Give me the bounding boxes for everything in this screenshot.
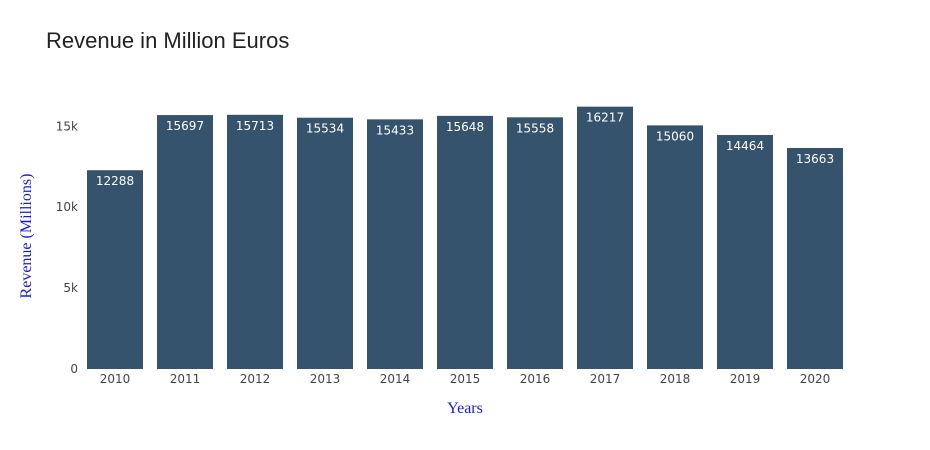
bar-value-label-2013: 15534: [306, 122, 344, 136]
bar-2020: [787, 147, 843, 369]
x-tick-label-2018: 2018: [660, 372, 691, 386]
y-tick-label-5k: 5k: [63, 281, 78, 295]
x-tick-label-2016: 2016: [520, 372, 551, 386]
chart-title: Revenue in Million Euros: [46, 28, 290, 53]
x-tick-label-2020: 2020: [800, 372, 831, 386]
x-tick-label-2014: 2014: [380, 372, 411, 386]
bar-value-label-2018: 15060: [656, 129, 694, 143]
bar-value-label-2012: 15713: [236, 119, 274, 133]
bar-value-label-2017: 16217: [586, 111, 624, 125]
x-tick-label-2010: 2010: [100, 372, 131, 386]
y-tick-label-15k: 15k: [56, 119, 78, 133]
bar-2013: [297, 117, 353, 369]
bar-2019: [717, 135, 773, 369]
bar-value-label-2020: 13663: [796, 152, 834, 166]
x-tick-label-2019: 2019: [730, 372, 761, 386]
bar-value-label-2014: 15433: [376, 123, 414, 137]
bar-2015: [437, 115, 493, 369]
x-tick-label-2013: 2013: [310, 372, 341, 386]
y-axis-title: Revenue (Millions): [18, 174, 35, 299]
bar-2014: [367, 119, 423, 369]
x-axis-title: Years: [447, 400, 483, 417]
x-ticks-group: 2010 2011 2012 2013 2014 2015 2016 2017 2018 2019…: [100, 372, 831, 386]
bar-2011: [157, 115, 213, 369]
bar-2018: [647, 125, 703, 369]
x-tick-label-2017: 2017: [590, 372, 621, 386]
x-tick-label-2012: 2012: [240, 372, 271, 386]
y-ticks-group: 0 5k 10k 15k: [56, 119, 78, 376]
bar-value-label-2016: 15558: [516, 121, 554, 135]
y-tick-label-0: 0: [70, 362, 78, 376]
bar-2010: [87, 170, 143, 369]
x-tick-label-2015: 2015: [450, 372, 481, 386]
x-tick-label-2011: 2011: [170, 372, 201, 386]
bar-value-label-2015: 15648: [446, 120, 484, 134]
bar-value-label-2011: 15697: [166, 119, 204, 133]
bar-2012: [227, 114, 283, 369]
bar-value-label-2019: 14464: [726, 139, 764, 153]
bars-group: [87, 106, 843, 370]
bar-2016: [507, 117, 563, 369]
y-tick-label-10k: 10k: [56, 200, 78, 214]
bar-value-label-2010: 12288: [96, 174, 134, 188]
bar-2017: [577, 106, 633, 370]
bar-labels-group: 12288 15697 15713 15534 15433 15648 15558 16217…: [96, 111, 834, 189]
